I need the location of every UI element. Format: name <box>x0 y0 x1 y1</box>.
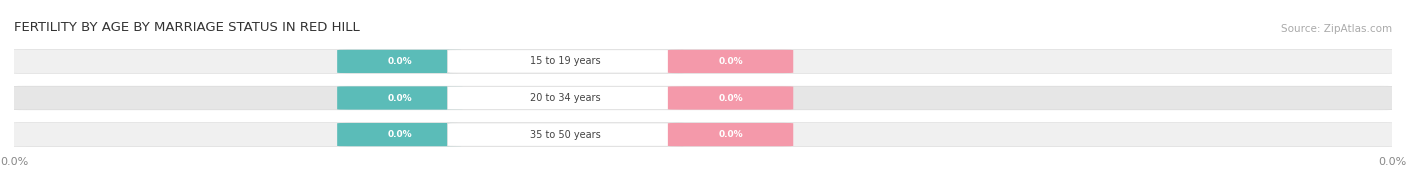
Text: FERTILITY BY AGE BY MARRIAGE STATUS IN RED HILL: FERTILITY BY AGE BY MARRIAGE STATUS IN R… <box>14 21 360 34</box>
FancyBboxPatch shape <box>447 86 683 110</box>
FancyBboxPatch shape <box>447 123 683 146</box>
Text: 0.0%: 0.0% <box>718 130 742 139</box>
FancyBboxPatch shape <box>668 86 793 110</box>
Text: Source: ZipAtlas.com: Source: ZipAtlas.com <box>1281 24 1392 34</box>
Text: 0.0%: 0.0% <box>388 57 412 66</box>
FancyBboxPatch shape <box>337 50 463 73</box>
Text: 0.0%: 0.0% <box>718 93 742 103</box>
Text: 15 to 19 years: 15 to 19 years <box>530 56 600 66</box>
Text: 0.0%: 0.0% <box>388 93 412 103</box>
FancyBboxPatch shape <box>447 50 683 73</box>
FancyBboxPatch shape <box>668 50 793 73</box>
Text: 0.0%: 0.0% <box>718 57 742 66</box>
FancyBboxPatch shape <box>7 123 1399 146</box>
Text: 0.0%: 0.0% <box>388 130 412 139</box>
Text: 35 to 50 years: 35 to 50 years <box>530 130 600 140</box>
Text: 20 to 34 years: 20 to 34 years <box>530 93 600 103</box>
FancyBboxPatch shape <box>668 123 793 146</box>
FancyBboxPatch shape <box>337 123 463 146</box>
FancyBboxPatch shape <box>7 50 1399 73</box>
FancyBboxPatch shape <box>337 86 463 110</box>
FancyBboxPatch shape <box>7 86 1399 110</box>
